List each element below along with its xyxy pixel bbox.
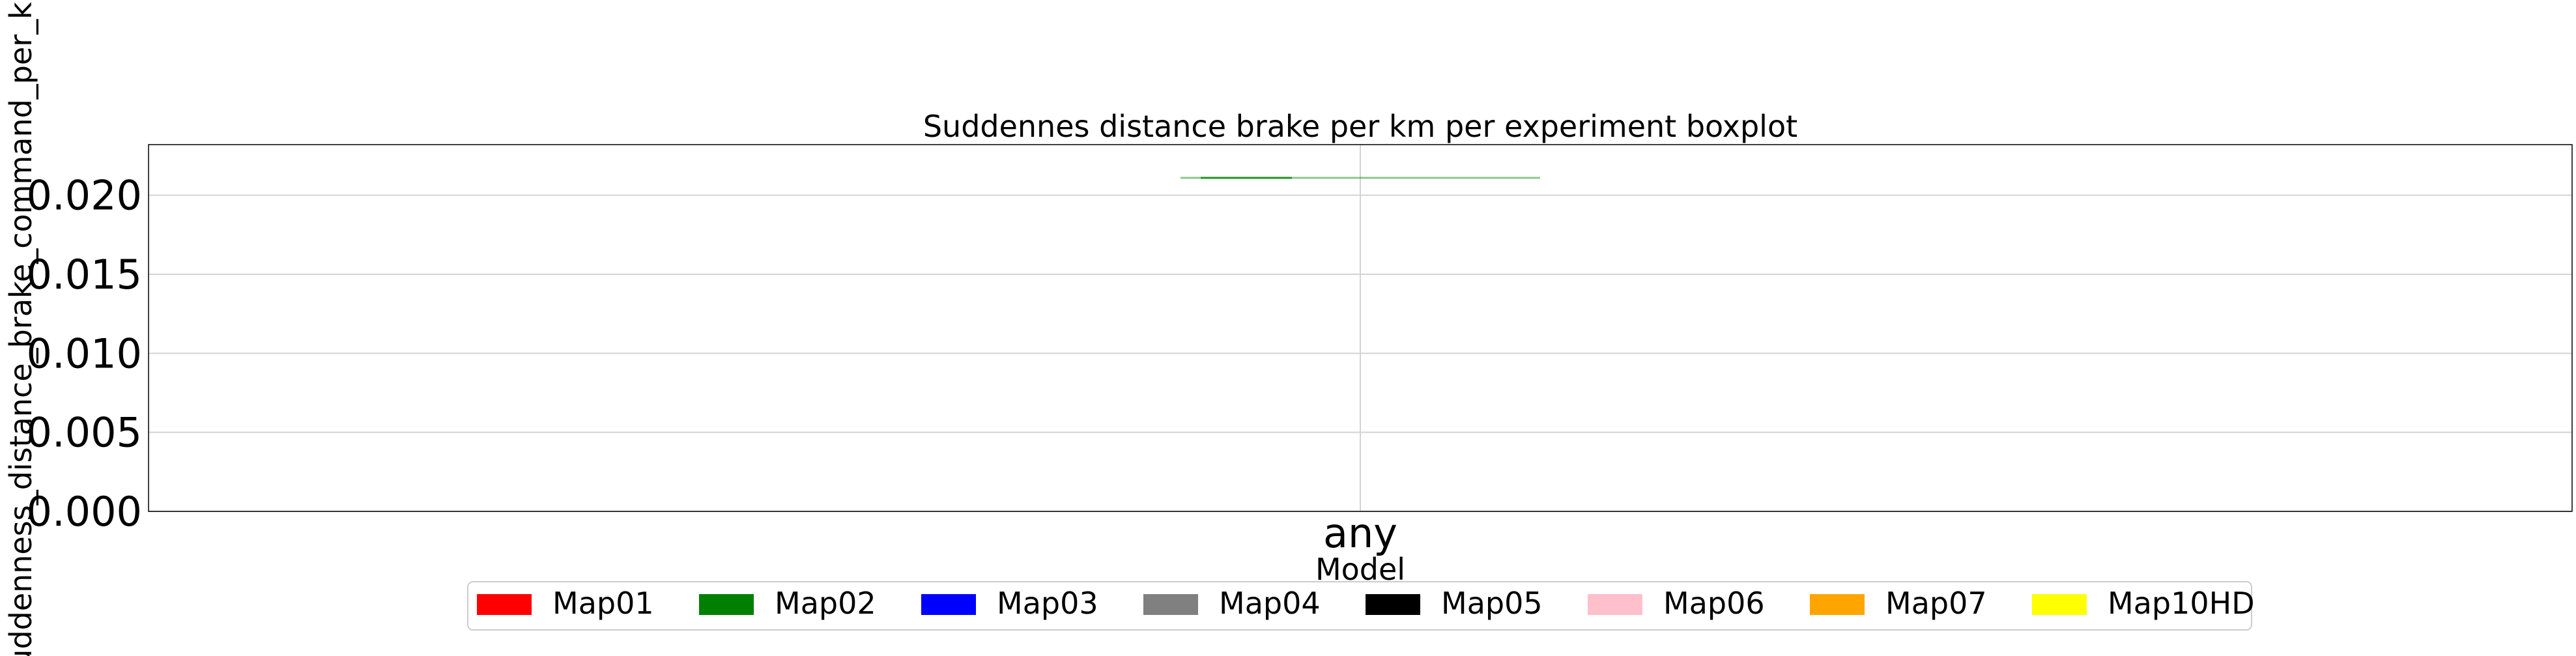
y-tick-label: 0.015	[27, 251, 143, 298]
legend-swatch-Map06	[1588, 594, 1642, 615]
legend-swatch-Map07	[1810, 594, 1865, 615]
plot-area	[148, 144, 2573, 512]
legend-label-Map01: Map01	[552, 586, 654, 621]
legend-swatch-Map02	[699, 594, 754, 615]
legend-swatch-Map10HD	[2032, 594, 2087, 615]
legend-label-Map05: Map05	[1441, 586, 1543, 621]
legend-swatch-Map01	[477, 594, 532, 615]
legend-frame	[467, 581, 2252, 631]
legend-label-Map03: Map03	[997, 586, 1098, 621]
legend-swatch-Map04	[1143, 594, 1198, 615]
grid	[149, 145, 2572, 512]
legend-label-Map02: Map02	[775, 586, 876, 621]
legend-label-Map10HD: Map10HD	[2108, 586, 2255, 621]
y-tick-label: 0.010	[27, 330, 143, 377]
y-tick-label: 0.000	[27, 488, 143, 535]
legend-label-Map07: Map07	[1885, 586, 1987, 621]
legend-swatch-Map03	[921, 594, 976, 615]
legend-items: Map01 Map02 Map03 Map04 Map05 Map06 Map07 Map10…	[477, 586, 2255, 621]
chart-title: Suddennes distance brake per km per expe…	[923, 109, 1797, 144]
legend: Map01 Map02 Map03 Map04 Map05 Map06 Map07 Map10…	[467, 581, 2255, 631]
y-tick-labels: 0.000 0.005 0.010 0.015 0.020	[27, 172, 143, 535]
x-tick-label: any	[1323, 509, 1397, 557]
legend-label-Map04: Map04	[1219, 586, 1321, 621]
legend-swatch-Map05	[1366, 594, 1420, 615]
y-axis-label: suddenness_distance_brake_command_per_km	[3, 0, 38, 656]
y-tick-label: 0.005	[27, 409, 143, 457]
y-tick-label: 0.020	[27, 172, 143, 220]
x-tick-labels: any	[1323, 509, 1397, 557]
legend-label-Map06: Map06	[1663, 586, 1765, 621]
